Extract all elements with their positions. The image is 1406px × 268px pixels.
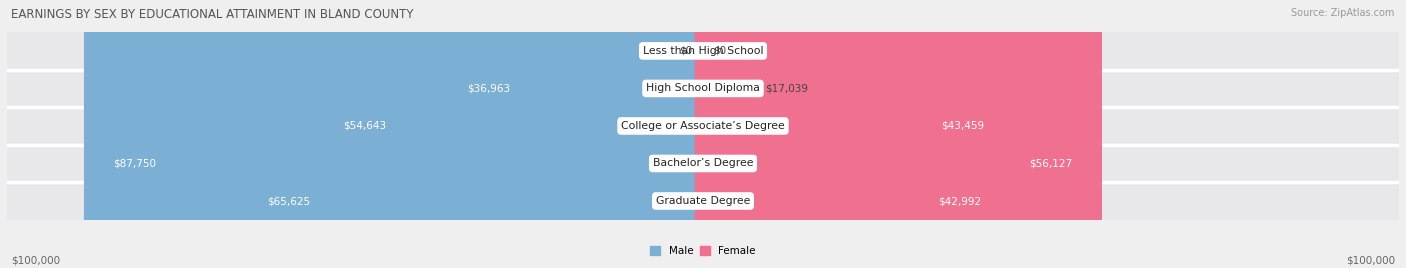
Text: $100,000: $100,000 [1346, 255, 1395, 265]
Text: College or Associate’s Degree: College or Associate’s Degree [621, 121, 785, 131]
Text: $36,963: $36,963 [467, 83, 510, 94]
FancyBboxPatch shape [437, 0, 711, 268]
Text: High School Diploma: High School Diploma [647, 83, 759, 94]
FancyBboxPatch shape [695, 0, 1102, 268]
Text: $42,992: $42,992 [938, 196, 981, 206]
FancyBboxPatch shape [7, 182, 1399, 220]
FancyBboxPatch shape [7, 107, 1399, 145]
Legend: Male, Female: Male, Female [650, 246, 756, 256]
Text: $100,000: $100,000 [11, 255, 60, 265]
Text: $56,127: $56,127 [1029, 158, 1073, 169]
Text: $43,459: $43,459 [942, 121, 984, 131]
Text: Less than High School: Less than High School [643, 46, 763, 56]
Text: $17,039: $17,039 [765, 83, 807, 94]
Text: $0: $0 [679, 46, 693, 56]
FancyBboxPatch shape [7, 70, 1399, 107]
FancyBboxPatch shape [84, 0, 711, 268]
Text: $65,625: $65,625 [267, 196, 311, 206]
Text: Source: ZipAtlas.com: Source: ZipAtlas.com [1291, 8, 1395, 18]
FancyBboxPatch shape [315, 0, 711, 268]
Text: Bachelor’s Degree: Bachelor’s Degree [652, 158, 754, 169]
Text: $54,643: $54,643 [343, 121, 387, 131]
FancyBboxPatch shape [7, 145, 1399, 182]
Text: EARNINGS BY SEX BY EDUCATIONAL ATTAINMENT IN BLAND COUNTY: EARNINGS BY SEX BY EDUCATIONAL ATTAINMEN… [11, 8, 413, 21]
Text: $0: $0 [713, 46, 727, 56]
FancyBboxPatch shape [695, 0, 830, 268]
FancyBboxPatch shape [695, 0, 1014, 268]
Text: Graduate Degree: Graduate Degree [655, 196, 751, 206]
FancyBboxPatch shape [7, 32, 1399, 70]
FancyBboxPatch shape [695, 0, 1011, 268]
FancyBboxPatch shape [238, 0, 711, 268]
Text: $87,750: $87,750 [112, 158, 156, 169]
